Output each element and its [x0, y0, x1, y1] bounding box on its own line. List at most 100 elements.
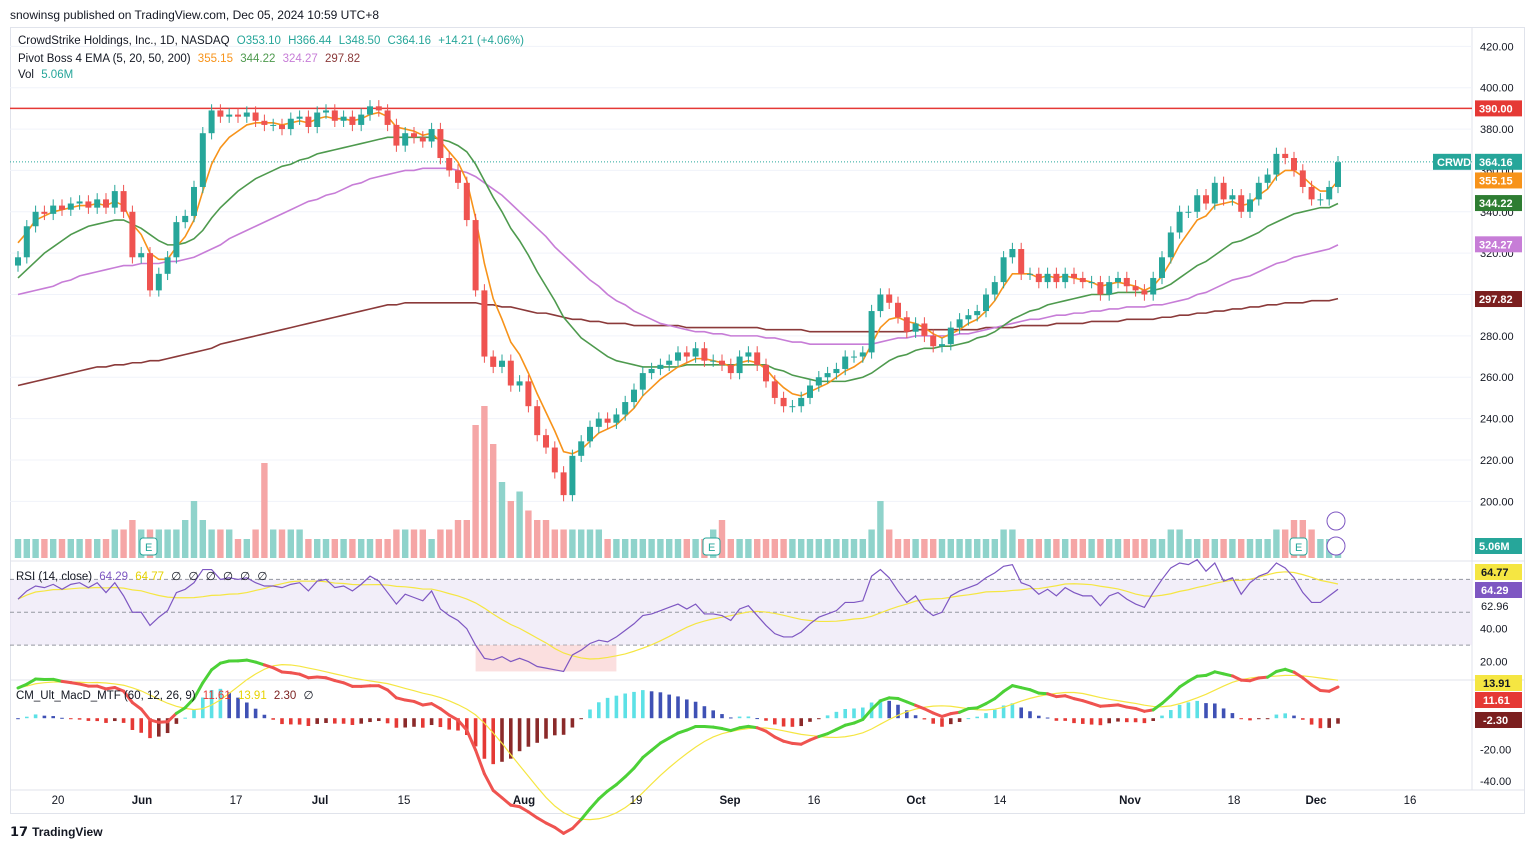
candle-body — [1282, 153, 1289, 159]
rsi-title[interactable]: RSI (14, close) — [16, 571, 93, 583]
macd-histogram-bar — [280, 718, 284, 725]
price-axis-label: 390.00 — [1479, 103, 1513, 115]
candle-body — [1123, 277, 1130, 287]
candle-body — [1203, 195, 1209, 204]
macd-line-segment — [553, 825, 566, 835]
vol-title[interactable]: Vol — [18, 69, 34, 81]
macd-line-segment — [606, 783, 618, 793]
macd-line-segment — [25, 677, 38, 686]
macd-histogram-bar — [1327, 718, 1331, 728]
macd-line-segment — [1019, 686, 1032, 692]
candle-body — [499, 360, 505, 367]
legend-symbol[interactable]: CrowdStrike Holdings, Inc., 1D, NASDAQ — [18, 35, 230, 47]
macd-histogram-bar — [1230, 713, 1235, 719]
volume-bar — [1211, 539, 1218, 558]
macd-histogram-bar — [491, 718, 495, 765]
price-axis-label: 364.16 — [1479, 157, 1513, 169]
candle-body — [393, 124, 400, 146]
volume-bar — [525, 510, 532, 558]
macd-histogram-bar — [1213, 703, 1217, 719]
time-axis-label: Nov — [1119, 795, 1141, 807]
macd-histogram-bar — [588, 709, 592, 719]
macd-title[interactable]: CM_Ult_MacD_MTF (60, 12, 26, 9) — [16, 690, 196, 702]
volume-bar — [1044, 539, 1051, 558]
candle-body — [824, 373, 831, 378]
candle-body — [217, 110, 224, 117]
candle-body — [1044, 273, 1051, 283]
volume-bar — [1150, 539, 1157, 558]
candle-body — [1194, 195, 1201, 212]
candle-body — [534, 406, 541, 436]
volume-bar — [111, 529, 118, 558]
rsi-na-2: ∅ — [188, 571, 199, 583]
candle-body — [287, 118, 294, 130]
macd-histogram-bar — [1301, 718, 1305, 720]
volume-bar — [173, 529, 180, 558]
rsi-ma-line — [17, 571, 1339, 660]
candle-body — [736, 356, 743, 374]
macd-line-segment — [808, 735, 821, 742]
volume-bar — [771, 539, 778, 558]
candle-body — [349, 116, 356, 125]
macd-histogram-bar — [693, 701, 698, 719]
volume-bar — [1053, 539, 1060, 558]
candle-body — [1176, 211, 1183, 233]
volume-bar — [23, 539, 30, 558]
candle-body — [1291, 158, 1297, 171]
macd-line-segment — [676, 728, 689, 735]
volume-bar — [375, 539, 382, 558]
candle-body — [67, 203, 74, 210]
chart-frame[interactable] — [10, 27, 1525, 814]
candle-body — [305, 116, 312, 127]
candle-body — [182, 215, 189, 223]
macd-histogram-bar — [1221, 708, 1226, 719]
candle-body — [939, 344, 945, 347]
volume-bar — [402, 529, 409, 558]
footer-brand[interactable]: 𝟭𝟳 TradingView — [10, 824, 103, 840]
volume-bar — [868, 529, 875, 558]
macd-line-segment — [1178, 679, 1190, 689]
candle-body — [1238, 195, 1245, 212]
candle-body — [780, 397, 787, 407]
volume-bar — [226, 529, 233, 558]
candle-body — [815, 377, 822, 386]
volume-bar — [490, 444, 497, 558]
macd-histogram-bar — [209, 690, 214, 719]
volume-bar — [542, 520, 550, 558]
volume-bar — [1317, 539, 1324, 558]
macd-histogram-bar — [834, 711, 839, 719]
volume-bar — [683, 539, 690, 558]
macd-histogram-bar — [1045, 717, 1050, 719]
candle-body — [763, 364, 769, 382]
volume-bar — [534, 520, 541, 558]
volume-bar — [85, 539, 92, 558]
ema200-val: 297.82 — [324, 53, 361, 65]
macd-line-segment — [1134, 706, 1146, 713]
macd-val-2: 13.91 — [237, 690, 267, 702]
macd-histogram-bar — [236, 697, 240, 719]
macd-histogram-bar — [535, 718, 539, 743]
macd-histogram-bar — [183, 717, 187, 719]
earnings-marker-label: E — [145, 542, 152, 554]
macd-histogram-bar — [333, 718, 337, 724]
candle-body — [912, 323, 919, 332]
macd-histogram-bar — [957, 718, 962, 722]
legend-close: C364.16 — [387, 35, 432, 47]
macd-histogram-bar — [1169, 710, 1173, 719]
volume-bar — [586, 529, 594, 558]
volume-bar — [798, 539, 805, 558]
volume-bar — [560, 529, 567, 558]
price-axis-label-bg — [1475, 195, 1522, 212]
volume-bar — [270, 529, 277, 558]
candle-body — [32, 211, 39, 227]
macd-line-segment — [614, 775, 627, 787]
macd-line-segment — [139, 707, 152, 722]
macd-histogram-bar — [887, 700, 891, 719]
macd-line-segment — [465, 728, 478, 752]
volume-bar — [94, 539, 101, 558]
ema-title[interactable]: Pivot Boss 4 EMA (5, 20, 50, 200) — [18, 53, 191, 65]
macd-line-segment — [650, 741, 662, 752]
macd-histogram-bar — [1098, 718, 1103, 726]
candle-body — [727, 364, 734, 374]
